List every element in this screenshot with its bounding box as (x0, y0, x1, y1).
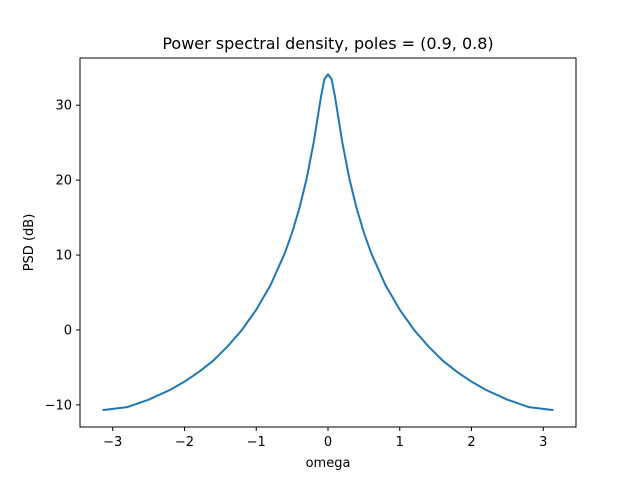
y-axis-ticks: −10 0 10 20 30 (45, 99, 80, 413)
x-axis-ticks: −3 −2 −1 0 1 2 3 (103, 427, 547, 450)
x-tick-label: 3 (539, 435, 547, 450)
y-tick-label: 10 (55, 249, 72, 264)
x-tick-label: −2 (175, 435, 194, 450)
x-tick-label: −3 (103, 435, 122, 450)
x-axis-label: omega (306, 456, 351, 471)
chart-title: Power spectral density, poles = (0.9, 0.… (162, 34, 493, 53)
axes-frame (79, 57, 577, 428)
x-tick-label: 2 (467, 435, 475, 450)
y-tick-label: 20 (55, 174, 72, 189)
series-line (102, 72, 554, 412)
y-tick-label: 0 (64, 323, 72, 338)
y-tick-label: 30 (55, 99, 72, 114)
x-tick-label: −1 (247, 435, 266, 450)
x-tick-label: 0 (324, 435, 332, 450)
y-tick-label: −10 (45, 398, 72, 413)
y-axis-label: PSD (dB) (22, 214, 37, 272)
x-tick-label: 1 (396, 435, 404, 450)
